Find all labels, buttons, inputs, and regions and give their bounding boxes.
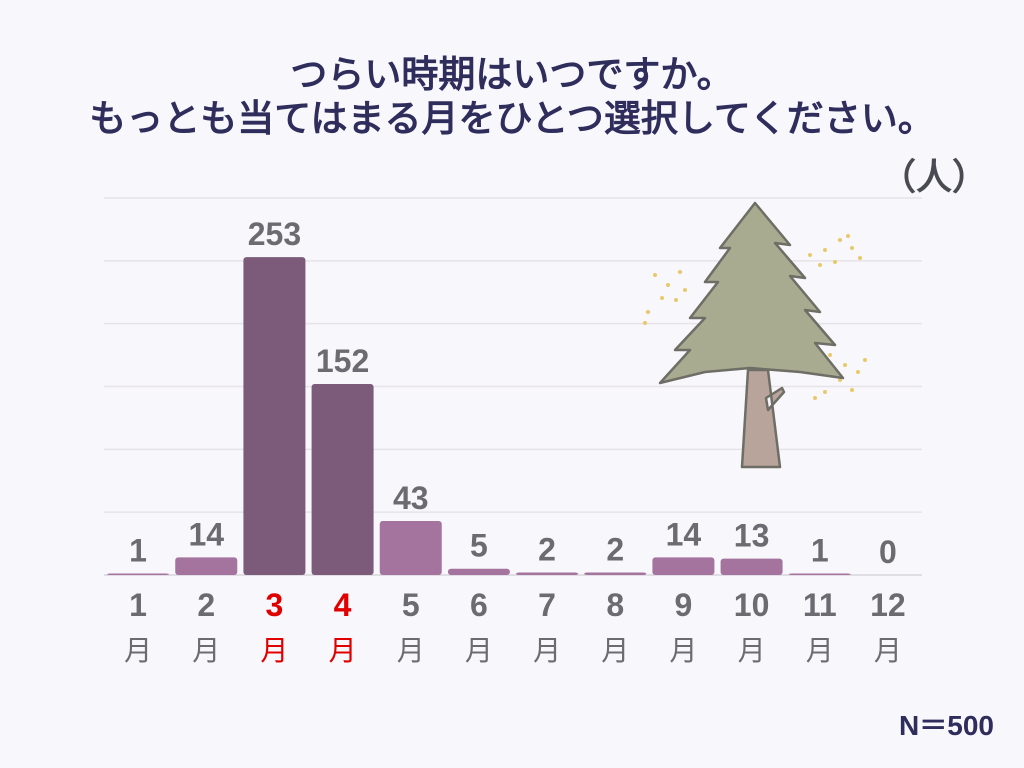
x-tick-suffix: 月 [465, 634, 493, 667]
x-tick-suffix: 月 [738, 634, 766, 667]
bar-3 [243, 257, 306, 575]
value-label: 0 [879, 534, 897, 570]
x-tick-suffix: 月 [601, 634, 629, 667]
value-label: 253 [248, 216, 301, 252]
bar-5 [379, 520, 442, 575]
x-tick-suffix: 月 [329, 634, 357, 667]
value-label: 1 [129, 533, 147, 569]
bar-8 [584, 572, 647, 575]
tree-illustration [643, 201, 867, 469]
x-tick-label: 9 [675, 587, 693, 623]
x-tick-suffix: 月 [874, 634, 902, 667]
value-label: 1 [811, 533, 829, 569]
value-label: 43 [393, 480, 429, 516]
value-label: 2 [606, 531, 624, 567]
bar-7 [516, 572, 579, 575]
value-label: 152 [316, 343, 369, 379]
bar-11 [788, 573, 851, 575]
sample-size-note: N＝500 [899, 710, 994, 741]
x-tick-suffix: 月 [124, 634, 152, 667]
x-tick-suffix: 月 [260, 634, 288, 667]
value-label: 14 [188, 516, 224, 552]
bar-2 [175, 557, 238, 575]
x-tick-label: 1 [129, 587, 147, 623]
bar-10 [720, 558, 783, 575]
x-tick-label: 2 [197, 587, 215, 623]
x-tick-label: 8 [606, 587, 624, 623]
x-tick-label: 7 [538, 587, 556, 623]
bar-4 [311, 383, 374, 575]
x-tick-label: 11 [803, 587, 837, 623]
x-tick-suffix: 月 [192, 634, 220, 667]
x-tick-label: 6 [470, 587, 488, 623]
x-tick-label: 10 [734, 587, 770, 623]
x-tick-suffix: 月 [669, 634, 697, 667]
value-label: 5 [470, 528, 488, 564]
x-tick-label: 3 [266, 587, 284, 623]
x-tick-label: 5 [402, 587, 420, 623]
value-label: 13 [734, 518, 770, 554]
bar-1 [107, 573, 170, 575]
chart-title-line-2: もっとも当てはまる月をひとつ選択してください。 [89, 97, 935, 140]
x-tick-label: 12 [870, 587, 906, 623]
x-tick-label: 4 [334, 587, 352, 623]
x-tick-suffix: 月 [806, 634, 834, 667]
x-tick-suffix: 月 [397, 634, 425, 667]
unit-label: （人） [879, 157, 988, 198]
value-label: 14 [666, 516, 702, 552]
x-tick-suffix: 月 [533, 634, 561, 667]
bar-9 [652, 557, 715, 575]
bar-6 [447, 568, 510, 575]
value-label: 2 [538, 531, 556, 567]
chart-title-line-1: つらい時期はいつですか。 [290, 53, 734, 96]
